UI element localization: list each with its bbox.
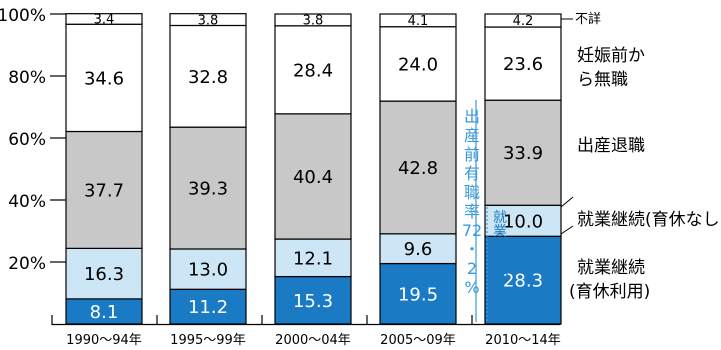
bars: [65, 13, 562, 325]
data-label: 42.8: [398, 158, 438, 179]
data-label: 34.6: [84, 68, 124, 89]
data-label: 10.0: [503, 211, 543, 232]
bar-segment: [65, 13, 143, 25]
axes: 20% 40% 60% 80% 100% 1990～94年 1995～99年 2000～04年…: [0, 6, 561, 348]
legend-prior-unemployed: 妊娠前か: [577, 46, 645, 66]
legend-continue-leave: (育休利用): [569, 282, 650, 302]
y-tick-label: 80%: [8, 68, 46, 88]
bar-segment: [379, 13, 457, 28]
bar-segment: [65, 23, 143, 133]
data-label: 9.6: [404, 239, 433, 260]
annotation-text: 職: [464, 183, 480, 202]
data-label: 23.6: [503, 54, 543, 75]
data-label: 11.2: [188, 297, 228, 318]
annotation-text: 2: [467, 259, 477, 278]
legend-continue-no-leave: 就業継続(育休なし): [577, 210, 721, 230]
data-label: 4.2: [513, 14, 534, 29]
legend-quit: 出産退職: [577, 136, 645, 156]
bar-segment: [379, 233, 457, 265]
data-label: 28.3: [503, 271, 543, 292]
data-label: 3.8: [198, 13, 219, 28]
annotation-text: ・: [493, 280, 507, 296]
y-tick-label: 100%: [0, 6, 46, 26]
data-label: 13.0: [188, 260, 228, 281]
bar-segment: [484, 13, 562, 28]
annotation-text: %: [464, 278, 479, 297]
data-label: 16.3: [84, 264, 124, 285]
bar-segment: [484, 235, 562, 325]
bar-segment: [274, 238, 352, 278]
data-label: 15.3: [293, 291, 333, 312]
data-label: 40.4: [293, 167, 333, 188]
annotation-text: %: [493, 308, 506, 324]
data-label: 8.1: [90, 302, 119, 323]
bar-segment: [274, 13, 352, 27]
data-label: 19.5: [398, 284, 438, 305]
annotation-text: 1: [496, 294, 505, 310]
value-labels: 8.1 16.3 37.7 34.6 3.4 11.2 13.0 39.3 32.8 3.8 15.…: [84, 13, 543, 323]
x-tick-label: 2010～14年: [485, 333, 561, 348]
bar-segment: [65, 298, 143, 325]
data-label: 3.8: [303, 14, 324, 29]
legend-prior-unemployed: ら無職: [577, 70, 628, 90]
data-label: 4.1: [408, 14, 429, 29]
annotation-text: 72: [462, 221, 482, 240]
data-label: 32.8: [188, 67, 228, 88]
data-label: 3.4: [94, 13, 115, 28]
annotation-text: 就: [493, 210, 507, 226]
data-label: 28.4: [293, 60, 333, 81]
bar-segment: [379, 100, 457, 235]
annotation-text: 53: [491, 266, 509, 282]
bar-segment: [65, 130, 143, 249]
annotation-text: 前: [464, 145, 480, 164]
x-tick-label: 2005～09年: [380, 333, 456, 348]
bar-segment: [65, 247, 143, 300]
data-label: 37.7: [84, 180, 124, 201]
x-tick-label: 1995～99年: [170, 333, 246, 348]
legend-continue-leave: 就業継続: [577, 258, 645, 278]
bar-segment: [274, 113, 352, 240]
annotation-text: 継: [493, 238, 507, 254]
data-label: 33.9: [503, 143, 543, 164]
annotation-text: 出: [464, 107, 480, 126]
y-tick-label: 20%: [8, 254, 46, 274]
legend-connector: [560, 196, 574, 208]
annotation-text: 率: [464, 202, 480, 221]
bar-segment: [379, 262, 457, 325]
x-tick-label: 2000～04年: [275, 333, 351, 348]
annotation-text: ・: [464, 240, 480, 259]
bar-segment: [484, 99, 562, 206]
data-label: 12.1: [293, 248, 333, 269]
legend-connector: [560, 225, 574, 235]
bar-segment: [379, 26, 457, 102]
legend-unknown: 不詳: [575, 11, 601, 27]
annotation-text: 業: [493, 224, 507, 240]
bar-segment: [169, 24, 247, 128]
data-label: 24.0: [398, 54, 438, 75]
annotation-text: 有: [464, 164, 480, 183]
x-tick-label: 1990～94年: [66, 333, 142, 348]
bar-segment: [169, 248, 247, 290]
annotation-text: 続: [493, 251, 507, 268]
data-label: 39.3: [188, 179, 228, 200]
y-tick-label: 40%: [8, 192, 46, 212]
annotation-text: 産: [464, 126, 480, 145]
bar-segment: [484, 204, 562, 237]
bar-segment: [274, 275, 352, 325]
bar-segment: [484, 26, 562, 101]
y-tick-label: 60%: [8, 130, 46, 150]
bar-segment: [169, 13, 247, 27]
bar-segment: [169, 288, 247, 325]
